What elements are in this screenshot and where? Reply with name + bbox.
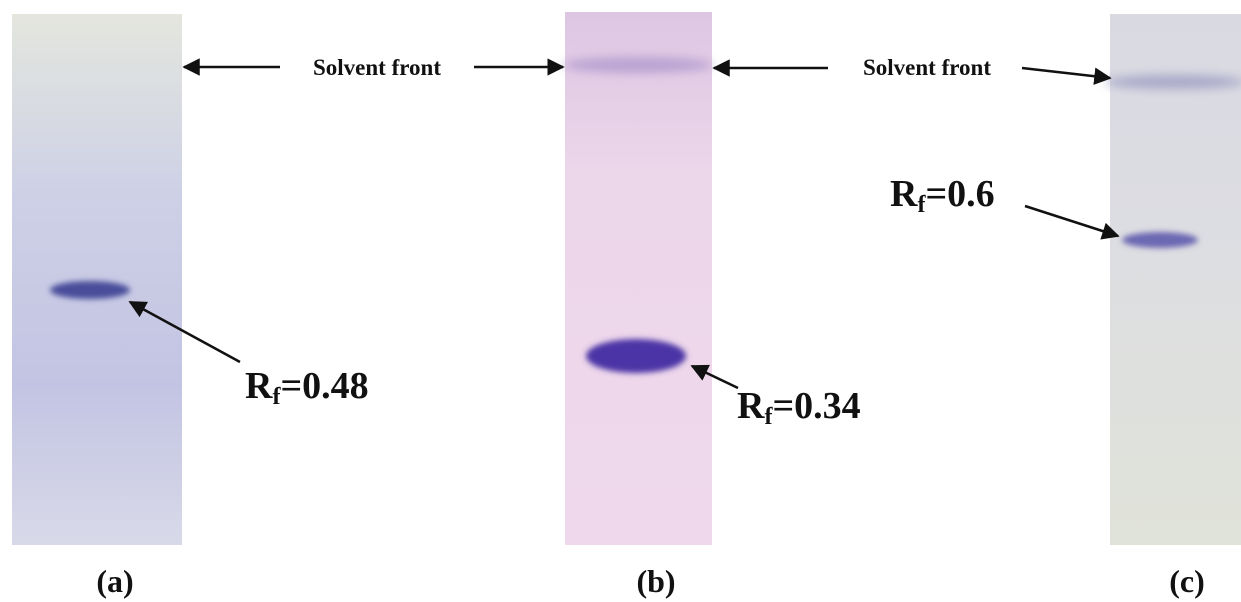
plate-b — [565, 12, 712, 545]
front-c — [1105, 75, 1241, 89]
arrow — [690, 364, 739, 390]
arrow — [1021, 66, 1112, 85]
plate-c — [1110, 14, 1241, 545]
rf-label: Rf=0.34 — [737, 385, 861, 430]
spot-b — [586, 339, 686, 373]
rf-label: Rf=0.48 — [245, 365, 369, 410]
arrow — [128, 300, 241, 364]
panel-label: (c) — [1169, 563, 1205, 599]
front-b — [563, 57, 713, 73]
annotation: Solvent front — [863, 55, 991, 80]
spot-a — [50, 281, 130, 299]
plate-a — [12, 14, 182, 545]
annotation: Solvent front — [313, 55, 441, 80]
panel-label: (b) — [636, 563, 675, 599]
rf-label: Rf=0.6 — [890, 173, 995, 218]
arrow — [1024, 204, 1120, 240]
spot-c — [1122, 232, 1198, 248]
panel-label: (a) — [96, 563, 133, 599]
